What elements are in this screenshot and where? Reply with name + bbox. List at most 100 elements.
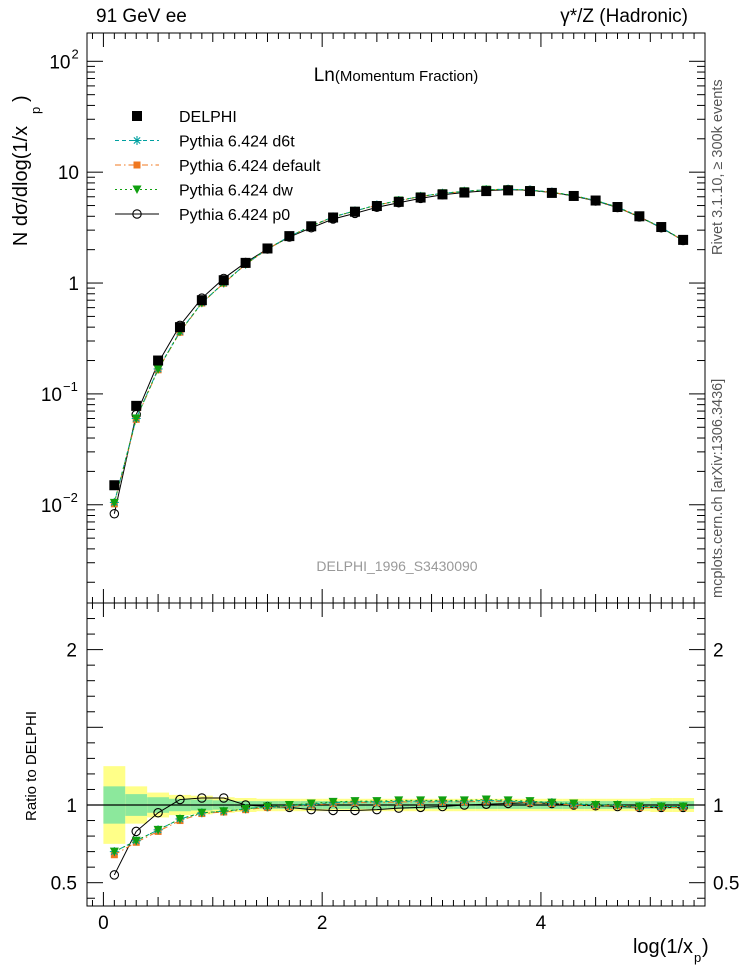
y-tick-label: 1: [68, 274, 79, 295]
ratio-tick-label-right: 1: [713, 796, 724, 817]
data-point: [109, 498, 119, 508]
data-point: [196, 295, 207, 306]
ratio-frame: [86, 602, 706, 907]
data-point: [371, 201, 382, 212]
series-line-main: [113, 188, 684, 504]
ratio-point: [591, 801, 601, 810]
y-tick-label-base: 10: [49, 52, 70, 73]
ratio-point: [481, 795, 491, 805]
ratio-point: [131, 826, 141, 837]
legend-label: Pythia 6.424 d6t: [179, 134, 295, 151]
ratio-point: [153, 825, 163, 835]
series-line-main: [113, 188, 684, 503]
data-point: [634, 211, 645, 222]
series-line-main: [113, 189, 684, 514]
x-axis-label-close: ): [702, 936, 709, 958]
series-pythia-6-424-d6t: [109, 184, 688, 857]
ratio-point: [328, 797, 338, 807]
series-pythia-6-424-default: [110, 185, 687, 859]
y-axis-label-close: ): [10, 95, 32, 102]
ratio-point: [437, 796, 447, 805]
ratio-axis-label-group: Ratio to DELPHI: [23, 711, 40, 821]
data-point: [678, 234, 689, 245]
y-axis-label-group: N dσ/dlog(1/x p): [10, 95, 43, 246]
ratio-point: [153, 808, 163, 818]
series-line-ratio: [114, 800, 684, 856]
ratio-point: [197, 793, 207, 803]
data-point: [306, 221, 317, 232]
x-axis-label-sub: p: [694, 950, 701, 965]
data-point: [262, 243, 273, 254]
y-tick-label: 10: [58, 163, 79, 184]
data-point: [393, 196, 404, 207]
legend: DELPHI Pythia 6.424 d6t Pythia 6.424 defau…: [115, 109, 321, 224]
data-point: [415, 192, 426, 203]
legend-marker: [133, 161, 141, 169]
ratio-point: [131, 836, 141, 846]
data-point: [109, 480, 120, 491]
ratio-point: [109, 847, 119, 857]
ratio-point: [634, 802, 644, 812]
ratio-point: [503, 796, 513, 805]
ratio-point: [394, 796, 404, 805]
analysis-id: DELPHI_1996_S3430090: [316, 558, 477, 574]
ratio-tick-label-left: 0.5: [51, 874, 77, 895]
data-point: [109, 508, 120, 519]
header-left: 91 GeV ee: [96, 6, 187, 27]
series-pythia-6-424-dw: [109, 185, 688, 857]
data-point: [284, 231, 295, 242]
ratio-tick-label-right: 0.5: [713, 874, 739, 895]
legend-label: Pythia 6.424 p0: [179, 207, 290, 224]
y-tick-label-exp: 2: [72, 46, 79, 61]
ratio-point: [175, 794, 185, 805]
header-right: γ*/Z (Hadronic): [560, 6, 688, 27]
chart-title: Ln(Momentum Fraction): [314, 65, 479, 86]
ratio-tick-label-right: 2: [713, 641, 724, 662]
ratio-point: [656, 802, 666, 812]
data-point: [612, 202, 623, 213]
legend-label: DELPHI: [179, 109, 237, 126]
ratio-point: [175, 814, 185, 824]
data-point: [153, 365, 163, 374]
series-line-ratio: [114, 799, 684, 853]
ratio-point: [612, 801, 622, 810]
ratio-tick-label-left: 2: [66, 641, 77, 662]
ratio-point: [284, 801, 294, 810]
series-line-ratio: [113, 797, 684, 876]
legend-marker: [132, 111, 142, 121]
ratio-point: [109, 870, 120, 880]
data-point: [437, 189, 448, 200]
ratio-point: [459, 796, 469, 805]
ratio-point: [262, 802, 272, 812]
ratio-point: [416, 796, 426, 805]
data-point: [590, 195, 601, 206]
data-point: [240, 257, 251, 268]
y-axis-label-sub: p: [28, 107, 43, 114]
legend-marker: [132, 209, 142, 219]
data-point: [349, 206, 360, 217]
x-tick-label: 2: [317, 913, 328, 934]
data-point: [459, 187, 470, 198]
x-tick-label: 4: [536, 913, 547, 934]
ratio-point: [350, 797, 360, 806]
data-point: [546, 187, 557, 198]
ratio-point: [547, 798, 557, 808]
ratio-point: [306, 799, 316, 808]
y-tick-label-exp: −2: [63, 490, 78, 505]
ratio-y-ticks: [87, 618, 705, 899]
ratio-point: [372, 797, 382, 806]
ratio-point: [197, 808, 207, 818]
ratio-point: [219, 807, 229, 816]
series-delphi: [109, 185, 689, 491]
data-point: [131, 414, 141, 423]
data-point: [328, 212, 339, 223]
series-pythia-6-424-p0: [109, 184, 688, 880]
data-point: [524, 186, 535, 197]
data-point: [153, 355, 164, 366]
legend-marker: [132, 136, 142, 145]
x-ticks: [91, 33, 706, 906]
legend-label: Pythia 6.424 dw: [179, 183, 293, 200]
y-tick-label-base: 10: [41, 496, 62, 517]
